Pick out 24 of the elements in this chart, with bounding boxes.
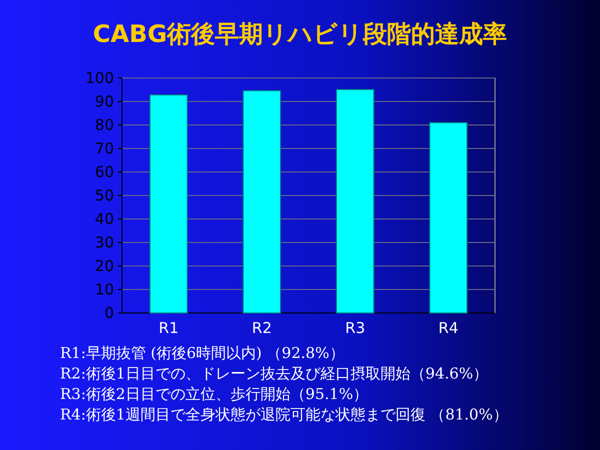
text: R2:術後1日目での、ドレーン抜去及び経口摂取開始（94.6%） xyxy=(60,364,488,382)
y-tick-label: 40 xyxy=(94,210,114,228)
text: R3:術後2日目での立位、歩行開始（95.1%） xyxy=(60,385,368,403)
y-tick-label: 70 xyxy=(94,140,114,158)
bar xyxy=(242,90,282,314)
text: R4:術後1週間目で全身状態が退院可能な状態まで回復 （81.0%） xyxy=(60,406,508,424)
bar xyxy=(429,122,468,314)
chart-title: CABG術後早期リハビリ段階的達成率 xyxy=(92,20,508,48)
x-tick-label: R4 xyxy=(438,319,458,337)
y-tick-label: 50 xyxy=(94,186,114,204)
x-tick-label: R2 xyxy=(252,319,272,337)
y-tick-label: 20 xyxy=(94,257,114,275)
bar xyxy=(336,89,374,314)
bar xyxy=(149,94,188,314)
y-tick-label: 10 xyxy=(94,280,114,298)
y-tick-label: 90 xyxy=(94,92,114,110)
x-tick-label: R1 xyxy=(158,319,179,337)
y-tick-label: 80 xyxy=(94,116,114,134)
y-tick-label: 30 xyxy=(94,234,114,252)
y-tick-label: 100 xyxy=(85,69,114,87)
x-tick-label: R3 xyxy=(345,319,366,337)
text: R1:早期抜管 (術後6時間以内) （92.8%） xyxy=(60,344,344,362)
y-tick-label: 0 xyxy=(104,304,114,322)
y-tick-label: 60 xyxy=(94,163,114,181)
